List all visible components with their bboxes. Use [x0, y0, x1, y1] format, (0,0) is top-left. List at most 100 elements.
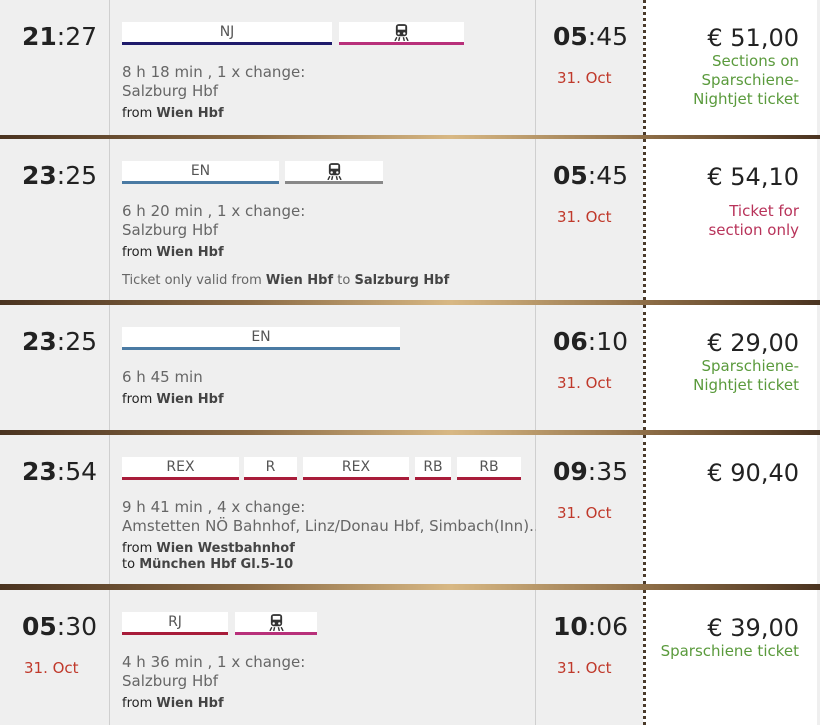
- change-stations: Salzburg Hbf: [122, 82, 219, 100]
- arrival-minute: :45: [587, 161, 628, 190]
- departure-hour: 21: [21, 22, 57, 51]
- departure-column: 05:30 31. Oct: [0, 590, 110, 725]
- segment-rb[interactable]: RB: [415, 457, 451, 480]
- price-label: Ticket for section only: [708, 202, 799, 239]
- connection-details: EN 6 h 20 min , 1 x change: Salzburg Hbf…: [110, 139, 536, 300]
- price-column[interactable]: € 90,40: [643, 435, 817, 584]
- connection-details: RJ 4 h 36 min , 1 x change: Salzburg Hbf…: [110, 590, 536, 725]
- departure-time: 21:27: [22, 22, 97, 51]
- price-value[interactable]: € 39,00: [707, 614, 799, 642]
- price-value[interactable]: € 90,40: [707, 459, 799, 487]
- departure-minute: :54: [56, 457, 97, 486]
- note-mid: to: [333, 273, 355, 288]
- arrival-hour: 10: [552, 612, 588, 641]
- train-icon: [394, 23, 409, 41]
- from-name: Wien Hbf: [156, 245, 224, 260]
- arrival-column: 06:10 31. Oct: [536, 305, 642, 430]
- from-station: from Wien Hbf: [122, 696, 224, 711]
- arrival-hour: 09: [552, 457, 588, 486]
- from-prefix: from: [122, 696, 157, 711]
- arrival-date: 31. Oct: [557, 374, 612, 392]
- segment-nj[interactable]: NJ: [122, 22, 332, 45]
- validity-note: Ticket only valid from Wien Hbf to Salzb…: [122, 273, 449, 288]
- connection-row[interactable]: 23:25 EN 6 h 45 min from Wien Hbf 06:10 …: [0, 305, 820, 430]
- price-column[interactable]: € 29,00 Sparschiene-Nightjet ticket: [643, 305, 817, 430]
- departure-column: 23:25: [0, 305, 110, 430]
- connection-row[interactable]: 05:30 31. Oct RJ 4 h 36 min , 1 x change…: [0, 590, 820, 725]
- from-prefix: from: [122, 106, 157, 121]
- price-value[interactable]: € 29,00: [707, 329, 799, 357]
- arrival-column: 05:45 31. Oct: [536, 0, 642, 135]
- departure-column: 23:25: [0, 139, 110, 300]
- segment-bus[interactable]: [235, 612, 317, 635]
- price-label: Sparschiene-Nightjet ticket: [693, 357, 799, 394]
- connection-row[interactable]: 23:54 REX R REX RB RB 9 h 41 min , 4 x c…: [0, 435, 820, 584]
- connection-details: EN 6 h 45 min from Wien Hbf: [110, 305, 536, 430]
- arrival-minute: :10: [587, 327, 628, 356]
- to-name: München Hbf Gl.5-10: [139, 557, 294, 572]
- arrival-date: 31. Oct: [557, 208, 612, 226]
- departure-hour: 05: [21, 612, 57, 641]
- segment-rex[interactable]: REX: [303, 457, 409, 480]
- price-column[interactable]: € 51,00 Sections on Sparschiene-Nightjet…: [643, 0, 817, 135]
- price-value[interactable]: € 54,10: [707, 163, 799, 191]
- from-station: from Wien Hbf: [122, 245, 224, 260]
- arrival-time: 06:10: [553, 327, 628, 356]
- train-icon: [268, 613, 284, 631]
- arrival-time: 09:35: [553, 457, 628, 486]
- arrival-minute: :06: [587, 612, 628, 641]
- price-column[interactable]: € 54,10 Ticket for section only: [643, 139, 817, 300]
- departure-hour: 23: [21, 327, 57, 356]
- change-stations: Amstetten NÖ Bahnhof, Linz/Donau Hbf, Si…: [122, 517, 545, 535]
- duration-text: 4 h 36 min , 1 x change:: [122, 653, 306, 671]
- price-label: Sections on Sparschiene-Nightjet ticket: [693, 52, 799, 108]
- segment-rb[interactable]: RB: [457, 457, 521, 480]
- arrival-time: 05:45: [553, 22, 628, 51]
- arrival-date: 31. Oct: [557, 659, 612, 677]
- change-stations: Salzburg Hbf: [122, 221, 219, 239]
- price-label: Sparschiene ticket: [660, 642, 799, 660]
- arrival-minute: :35: [587, 457, 628, 486]
- departure-minute: :27: [56, 22, 97, 51]
- arrival-date: 31. Oct: [557, 504, 612, 522]
- departure-column: 21:27: [0, 0, 110, 135]
- arrival-column: 09:35 31. Oct: [536, 435, 642, 584]
- connection-row[interactable]: 21:27 NJ 8 h 18 min , 1 x change: Salzbu…: [0, 0, 820, 135]
- arrival-time: 10:06: [553, 612, 628, 641]
- segment-r[interactable]: R: [244, 457, 297, 480]
- price-column[interactable]: € 39,00 Sparschiene ticket: [643, 590, 817, 725]
- from-station: from Wien Hbf: [122, 106, 224, 121]
- from-name: Wien Westbahnhof: [156, 541, 295, 556]
- from-name: Wien Hbf: [156, 392, 224, 407]
- segment-en[interactable]: EN: [122, 161, 279, 184]
- duration-text: 6 h 45 min: [122, 368, 203, 386]
- duration-info: 4 h 36 min , 1 x change: Salzburg Hbf: [122, 653, 305, 691]
- duration-info: 6 h 45 min: [122, 368, 203, 387]
- from-station: from Wien Hbf: [122, 392, 224, 407]
- arrival-column: 10:06 31. Oct: [536, 590, 642, 725]
- connection-row[interactable]: 23:25 EN 6 h 20 min , 1 x change: Salzbu…: [0, 139, 820, 300]
- departure-date: 31. Oct: [24, 659, 79, 677]
- departure-hour: 23: [21, 457, 57, 486]
- note-to: Salzburg Hbf: [354, 273, 450, 288]
- duration-text: 6 h 20 min , 1 x change:: [122, 202, 306, 220]
- arrival-hour: 05: [552, 22, 588, 51]
- duration-text: 8 h 18 min , 1 x change:: [122, 63, 306, 81]
- segment-rj[interactable]: RJ: [122, 612, 228, 635]
- duration-info: 8 h 18 min , 1 x change: Salzburg Hbf: [122, 63, 305, 101]
- arrival-time: 05:45: [553, 161, 628, 190]
- segment-bus[interactable]: [339, 22, 464, 45]
- price-value[interactable]: € 51,00: [707, 24, 799, 52]
- from-name: Wien Hbf: [156, 106, 224, 121]
- segment-en[interactable]: EN: [122, 327, 400, 350]
- departure-time: 23:25: [22, 161, 97, 190]
- note-prefix: Ticket only valid from: [122, 273, 266, 288]
- segment-bus[interactable]: [285, 161, 383, 184]
- duration-text: 9 h 41 min , 4 x change:: [122, 498, 306, 516]
- arrival-column: 05:45 31. Oct: [536, 139, 642, 300]
- connection-details: NJ 8 h 18 min , 1 x change: Salzburg Hbf…: [110, 0, 536, 135]
- arrival-minute: :45: [587, 22, 628, 51]
- segment-rex[interactable]: REX: [122, 457, 239, 480]
- to-prefix: to: [122, 557, 140, 572]
- train-icon: [326, 162, 342, 180]
